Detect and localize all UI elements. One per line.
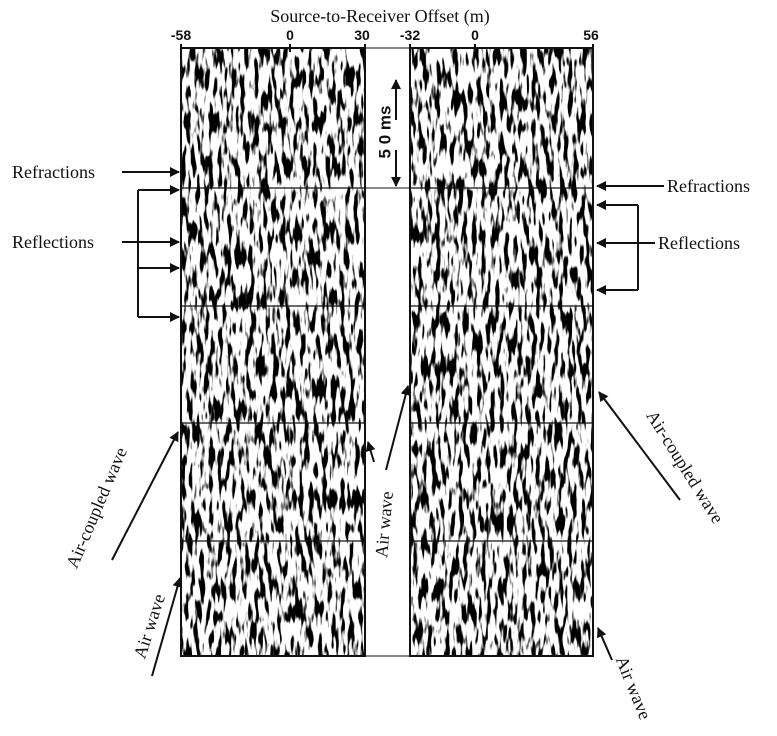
bracket bbox=[596, 200, 655, 295]
offset-label: -32 bbox=[400, 27, 420, 43]
scale-label: 5 0 ms bbox=[375, 106, 394, 159]
annotation: Refractions bbox=[12, 162, 95, 182]
annotation: Refractions bbox=[667, 176, 750, 196]
annotation: Reflections bbox=[658, 233, 740, 253]
label-backdrop bbox=[372, 440, 396, 600]
right-panel bbox=[409, 47, 594, 657]
bracket bbox=[122, 185, 180, 322]
offset-label: -58 bbox=[171, 27, 191, 43]
annotation: Air wave bbox=[612, 653, 655, 722]
arrow bbox=[365, 441, 376, 463]
offset-label: 0 bbox=[286, 27, 294, 43]
time-scale: 5 0 ms bbox=[375, 79, 401, 187]
annotation: Air wave bbox=[130, 591, 170, 660]
frame-lines bbox=[365, 47, 410, 657]
offset-label: 0 bbox=[471, 27, 479, 43]
arrow bbox=[111, 431, 179, 561]
arrow bbox=[598, 391, 681, 501]
arrow bbox=[597, 627, 613, 661]
left-panel bbox=[180, 47, 366, 657]
arrow bbox=[151, 577, 183, 677]
offset-label: 56 bbox=[583, 27, 599, 43]
annotation: Reflections bbox=[12, 232, 94, 252]
title: Source-to-Receiver Offset (m) bbox=[270, 6, 490, 27]
offset-label: 30 bbox=[354, 27, 370, 43]
tick-marks bbox=[180, 44, 594, 52]
arrow bbox=[385, 385, 411, 471]
annotation: Air-coupled wave bbox=[62, 444, 131, 571]
